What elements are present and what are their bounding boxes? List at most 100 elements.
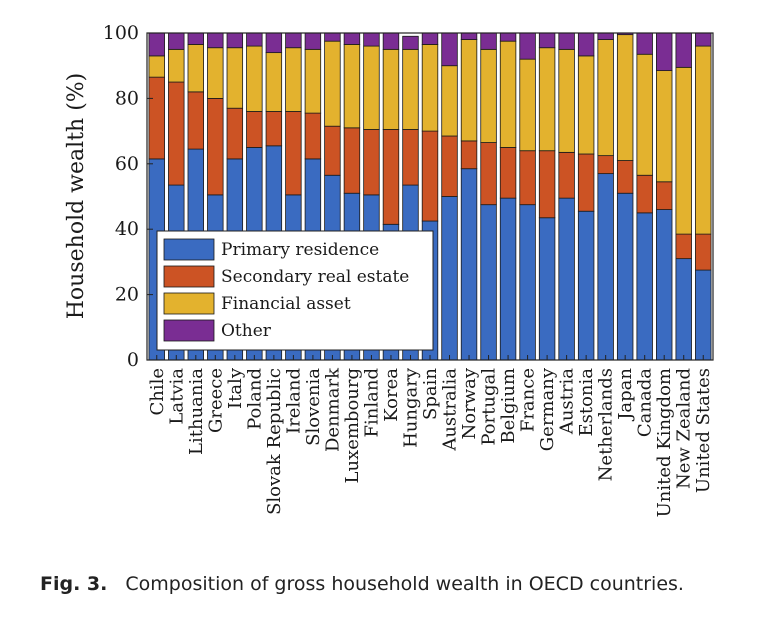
bar-segment-1: [597, 173, 614, 361]
bar-segment-2: [480, 142, 497, 206]
bar-segment-2: [499, 147, 517, 199]
bar-segment-3: [421, 44, 439, 132]
bar-segment-4: [148, 32, 165, 57]
x-tick-label: Portugal: [479, 368, 500, 446]
bar-segment-4: [675, 32, 692, 68]
bar-segment-2: [148, 76, 165, 160]
x-tick-label: United Kingdom: [654, 368, 675, 517]
x-tick-label: Hungary: [400, 367, 421, 448]
bar-segment-4: [187, 32, 204, 45]
bar-segment-4: [695, 32, 712, 47]
bar-segment-4: [343, 32, 361, 45]
bar-segment-1: [577, 210, 595, 361]
legend-swatch: [163, 265, 215, 288]
bar-segment-2: [460, 140, 478, 170]
bar-segment-4: [363, 32, 380, 47]
bar-segment-1: [441, 196, 458, 361]
bar-segment-4: [324, 32, 341, 42]
legend-swatch: [163, 319, 215, 342]
bar-segment-1: [480, 204, 497, 361]
y-tick-label: 40: [115, 218, 139, 240]
x-tick-label: Lithuania: [186, 368, 207, 455]
y-tick-label: 80: [115, 87, 139, 109]
x-tick-label: Latvia: [166, 368, 187, 425]
bar-segment-1: [636, 212, 653, 361]
bar-segment-4: [480, 32, 497, 50]
bar-segment-2: [363, 129, 380, 196]
bar-segment-3: [499, 40, 517, 148]
legend-swatch: [163, 238, 215, 261]
bar-segment-4: [285, 32, 302, 49]
legend-label: Financial asset: [221, 294, 351, 314]
bar-segment-4: [441, 32, 458, 67]
x-tick-label: Netherlands: [596, 368, 617, 481]
bar-segment-3: [675, 66, 692, 235]
bar-segment-3: [246, 45, 263, 112]
bar-segment-3: [656, 70, 673, 183]
bar-segment-2: [675, 233, 692, 260]
bar-segment-2: [538, 150, 556, 219]
bar-segment-2: [246, 111, 263, 148]
x-tick-label: Luxembourg: [342, 368, 363, 484]
bar-segment-3: [558, 48, 575, 153]
bar-segment-3: [538, 47, 556, 152]
bar-segment-3: [187, 44, 204, 93]
bar-segment-1: [656, 209, 673, 361]
legend-label: Primary residence: [221, 240, 379, 260]
bar-segment-3: [577, 55, 595, 155]
x-tick-label: Estonia: [576, 368, 597, 437]
bar-segment-2: [441, 135, 458, 197]
y-tick-label: 60: [115, 153, 139, 175]
bar-segment-3: [207, 47, 224, 99]
bar-segment-4: [577, 32, 595, 57]
x-tick-label: Italy: [225, 367, 246, 409]
bar-segment-3: [441, 65, 458, 137]
bar-segment-4: [265, 32, 283, 54]
bar-segment-2: [285, 111, 302, 196]
bar-segment-3: [636, 53, 653, 176]
y-axis: 0 20 40 60 80 100: [103, 22, 153, 371]
bar-segment-2: [343, 127, 361, 194]
x-tick-label: Austria: [557, 368, 578, 435]
x-tick-label: Denmark: [322, 367, 343, 452]
bar-segment-4: [636, 32, 653, 55]
legend-swatch: [163, 292, 215, 315]
x-tick-label: United States: [693, 368, 714, 493]
x-tick-label: Chile: [147, 368, 168, 416]
bar-segment-3: [460, 39, 478, 142]
bar-segment-3: [382, 48, 400, 130]
bar-segment-3: [363, 45, 380, 130]
bar-segment-1: [695, 269, 712, 361]
bar-segment-3: [226, 47, 244, 109]
bar-segment-3: [402, 48, 419, 130]
x-tick-label: Slovenia: [303, 368, 324, 446]
x-tick-label: Korea: [381, 368, 402, 422]
bar-segment-3: [148, 55, 165, 78]
x-tick-label: Poland: [244, 368, 265, 430]
y-axis-label: Household wealth (%): [64, 73, 89, 320]
x-tick-label: Norway: [459, 367, 480, 439]
bar-segment-1: [558, 197, 575, 361]
bar-segment-4: [656, 32, 673, 72]
x-tick-label: Australia: [440, 368, 461, 452]
bar-segment-4: [402, 35, 419, 50]
bar-segment-2: [304, 112, 322, 160]
bar-segment-2: [616, 160, 634, 194]
x-tick-label: Finland: [361, 368, 382, 437]
bar-segment-4: [558, 32, 575, 50]
bar-segment-3: [519, 58, 536, 152]
bar-segment-2: [577, 153, 595, 212]
bar-segment-3: [597, 39, 614, 157]
y-tick-label: 20: [115, 284, 139, 306]
bar-segment-4: [168, 32, 185, 50]
bar-segment-3: [695, 45, 712, 235]
bar-segment-2: [421, 130, 439, 222]
bar-segment-1: [460, 168, 478, 361]
bar-segment-2: [558, 151, 575, 199]
x-tick-label: Greece: [205, 368, 226, 433]
x-tick-label: Slovak Republic: [264, 368, 285, 515]
bar-segment-4: [207, 32, 224, 49]
bar-segment-2: [382, 129, 400, 225]
x-tick-label: France: [518, 368, 539, 432]
x-tick-label: Ireland: [283, 368, 304, 434]
